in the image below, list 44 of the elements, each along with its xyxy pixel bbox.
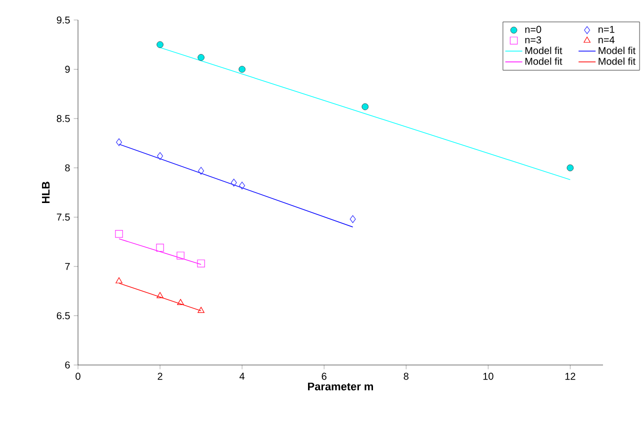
point [230,178,237,187]
legend-label: n=4 [598,36,615,44]
point [176,252,184,260]
y-tick-label: 7.5 [56,214,70,221]
point [157,152,164,160]
x-tick-label: 0 [76,372,80,380]
point [198,166,204,175]
point [198,54,204,61]
x-tick-label: 4 [240,372,245,380]
point [115,230,123,238]
y-axis-title: HLB [42,182,50,204]
y-tick-label: 7 [65,262,70,270]
x-tick-label: 10 [483,372,494,380]
legend-label: n=3 [525,36,542,44]
point [156,292,164,298]
y-tick-label: 9.5 [56,16,70,24]
point [239,182,246,190]
point [197,260,205,268]
legend-label: n=0 [525,26,542,33]
point [116,138,122,146]
point [198,306,204,313]
point [238,66,246,73]
point [177,299,184,305]
legend-label: Model fit [525,46,562,54]
y-tick-label: 9 [65,66,70,73]
point [156,41,164,48]
point [566,164,574,172]
x-tick-label: 6 [322,372,326,380]
point [116,277,122,284]
point [350,215,356,223]
y-tick-label: 8 [65,164,70,172]
legend-label: Model fit [525,58,562,65]
x-tick-label: 12 [565,372,576,380]
y-tick-label: 6 [65,361,70,369]
legend-label: Model fit [598,58,636,65]
x-axis-title: Parameter m [308,382,373,390]
y-tick-label: 6.5 [56,312,70,320]
y-tick-label: 8.5 [56,115,70,122]
x-tick-label: 2 [158,372,162,380]
point [362,103,368,110]
legend-label: n=1 [598,26,614,33]
x-tick-label: 8 [404,372,408,380]
point [156,244,164,252]
legend-label: Model fit [598,46,636,54]
